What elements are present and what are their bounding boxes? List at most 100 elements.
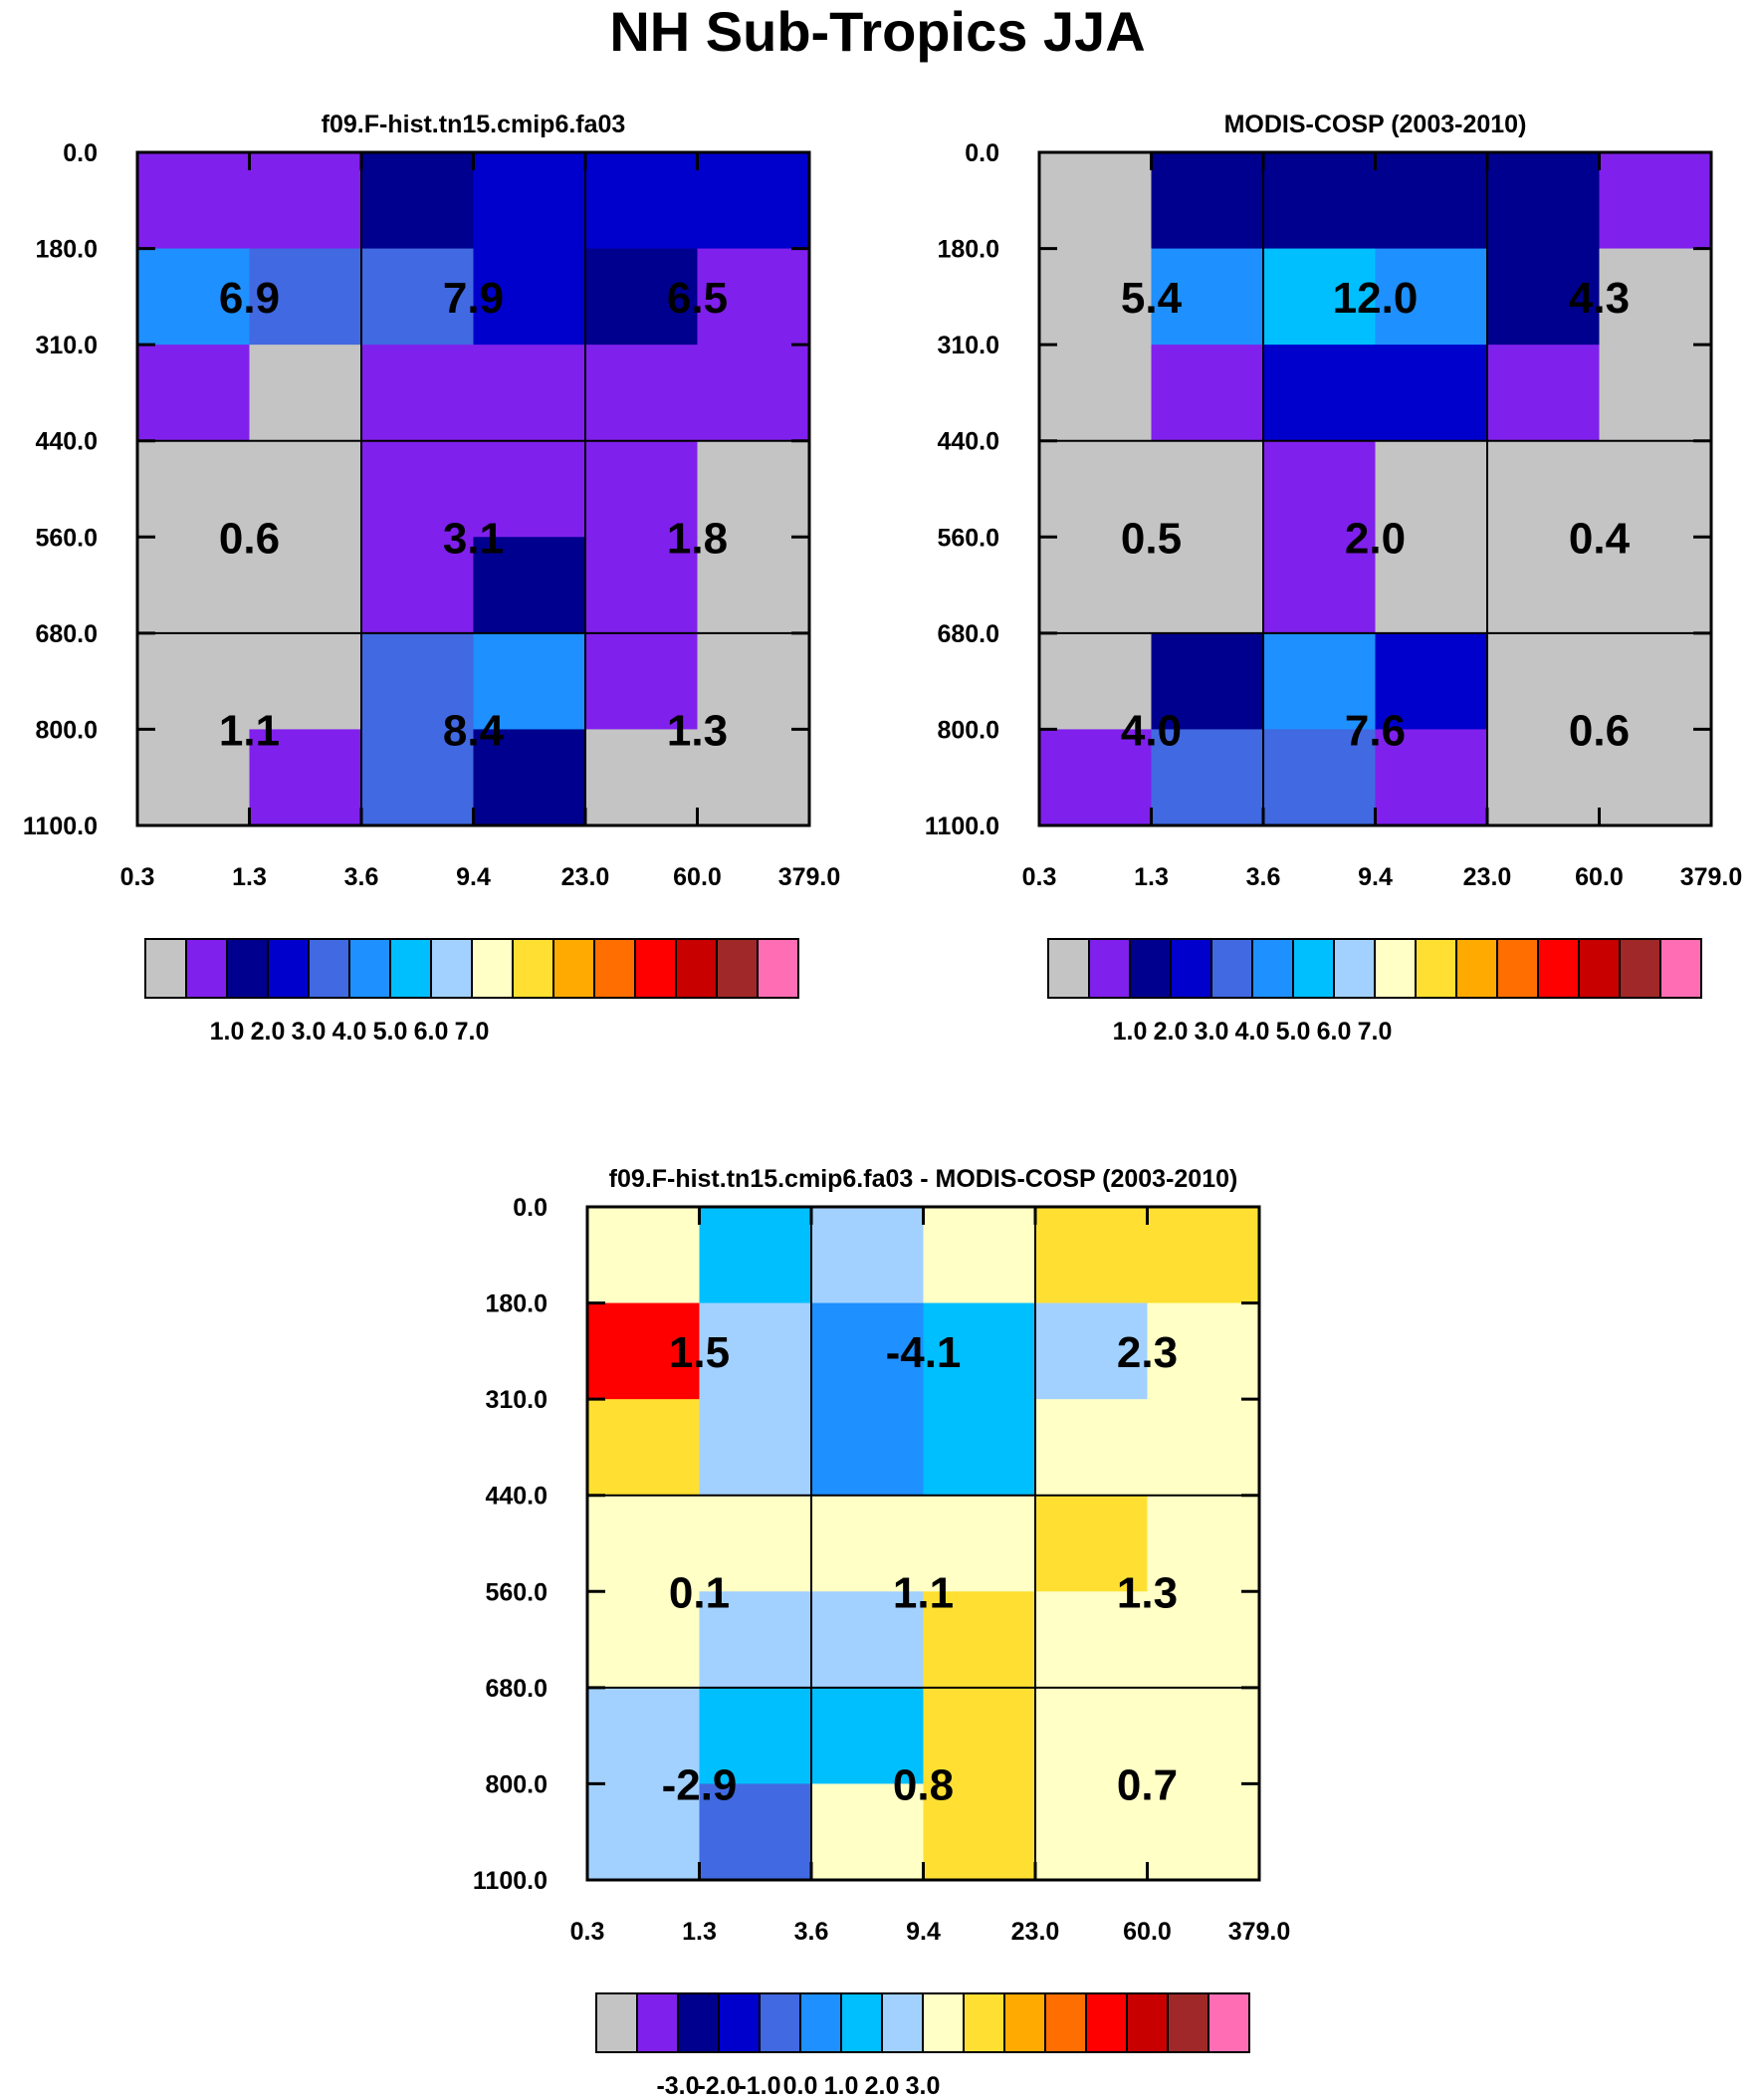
colorbar-label: 2.0	[865, 2072, 900, 2100]
block-value-label: 0.1	[669, 1568, 730, 1617]
block-value-label: 2.3	[1117, 1328, 1178, 1377]
colorbar-swatch	[348, 938, 391, 999]
heatmap-cell	[699, 1302, 812, 1400]
colorbar-label: -2.0	[697, 2072, 740, 2100]
colorbar-swatch	[593, 938, 636, 999]
colorbar-swatch	[1537, 938, 1580, 999]
heatmap-cell	[1263, 152, 1377, 250]
x-tick-label: 9.4	[1358, 863, 1393, 891]
x-tick-label: 0.3	[120, 863, 155, 891]
panel-2: MODIS-COSP (2003-2010) 0.3 1.3 3.6 9.4 23.0 60…	[925, 111, 1742, 1046]
heatmap-cell	[587, 1207, 701, 1304]
heatmap-cell	[1263, 248, 1377, 346]
y-tick-label: 680.0	[35, 620, 98, 648]
block-value-label: 1.8	[667, 514, 728, 563]
colorbar-swatch	[1044, 1992, 1087, 2053]
colorbar-swatch	[595, 1992, 638, 2053]
panel-title: f09.F-hist.tn15.cmip6.fa03 - MODIS-COSP …	[609, 1165, 1238, 1193]
colorbar-swatch	[1126, 1992, 1169, 2053]
y-tick-label: 680.0	[937, 620, 999, 648]
heatmap-cell	[1599, 345, 1712, 442]
block-value-label: -2.9	[662, 1760, 738, 1809]
heatmap-cell	[473, 632, 586, 731]
heatmap-cell	[1263, 729, 1377, 826]
colorbar-label: 7.0	[455, 1018, 490, 1046]
x-tick-label: 3.6	[344, 863, 379, 891]
colorbar-swatch	[718, 1992, 761, 2053]
heatmap-cell	[697, 152, 810, 250]
colorbar-swatch	[185, 938, 228, 999]
figure-title: NH Sub-Tropics JJA	[609, 0, 1146, 63]
heatmap-cell	[811, 1687, 925, 1785]
heatmap-cell	[473, 440, 586, 538]
heatmap-cell	[1147, 1302, 1260, 1400]
heatmap-cell	[249, 152, 362, 250]
heatmap-cell	[587, 1399, 701, 1497]
heatmap-cell	[1147, 1399, 1260, 1497]
heatmap-cell	[1263, 345, 1377, 442]
colorbar-label: 3.0	[1195, 1018, 1229, 1046]
heatmap-cell	[1487, 152, 1601, 250]
y-tick-label: 560.0	[937, 524, 999, 552]
block-value-label: 3.1	[443, 514, 504, 563]
heatmap-cell	[1151, 632, 1264, 731]
colorbar-label: 6.0	[1317, 1018, 1352, 1046]
colorbar-label: 7.0	[1358, 1018, 1393, 1046]
x-tick-label: 3.6	[794, 1918, 829, 1946]
heatmap-cell	[137, 248, 251, 346]
heatmap-cell	[1035, 1207, 1149, 1304]
colorbar-label: 1.0	[824, 2072, 859, 2100]
heatmap-cell	[587, 1495, 701, 1592]
heatmap-cell	[811, 1207, 925, 1304]
heatmap-cell	[249, 729, 362, 826]
block-value-label: 7.6	[1345, 706, 1406, 755]
heatmap-cell	[1487, 440, 1601, 538]
x-tick-label: 379.0	[1228, 1918, 1291, 1946]
block-value-label: 0.6	[1569, 706, 1630, 755]
heatmap-cell	[699, 1687, 812, 1785]
colorbar-swatch	[1292, 938, 1335, 999]
heatmap-cell	[1375, 729, 1488, 826]
heatmap-cell	[361, 537, 475, 634]
heatmap-cell	[1035, 1399, 1149, 1497]
y-tick-label: 680.0	[485, 1675, 548, 1703]
heatmap-cell	[1039, 440, 1153, 538]
heatmap-cell	[1039, 345, 1153, 442]
y-tick-label: 1100.0	[473, 1867, 548, 1895]
colorbar-swatch	[512, 938, 554, 999]
heatmap-cell	[1375, 537, 1488, 634]
colorbar-swatch	[757, 938, 799, 999]
heatmap-cell	[1039, 152, 1153, 250]
x-tick-label: 23.0	[1011, 1918, 1060, 1946]
heatmap-cell	[1039, 632, 1153, 731]
colorbar-label: -1.0	[738, 2072, 780, 2100]
colorbar-swatch	[675, 938, 718, 999]
colorbar-swatch	[1455, 938, 1498, 999]
colorbar-label: 3.0	[906, 2072, 941, 2100]
colorbar-label: 1.0	[1113, 1018, 1148, 1046]
colorbar-label: 5.0	[1276, 1018, 1311, 1046]
colorbar-label: 4.0	[1235, 1018, 1270, 1046]
heatmap-cell	[1599, 632, 1712, 731]
colorbar-swatch	[1088, 938, 1131, 999]
heatmap-cell	[699, 1207, 812, 1304]
heatmap-cell	[1375, 440, 1488, 538]
heatmap-cell	[1151, 729, 1264, 826]
colorbar-swatch	[799, 1992, 842, 2053]
heatmap-cell	[361, 152, 475, 250]
heatmap-cell	[361, 632, 475, 731]
heatmap-cell	[361, 729, 475, 826]
block-value-label: 6.5	[667, 274, 728, 323]
colorbar-swatch	[1085, 1992, 1128, 2053]
colorbar-swatch	[1496, 938, 1539, 999]
heatmap-cell	[585, 537, 699, 634]
block-value-label: 4.0	[1121, 706, 1182, 755]
colorbar-swatch	[471, 938, 514, 999]
colorbar-swatch	[308, 938, 350, 999]
y-tick-label: 440.0	[485, 1483, 548, 1511]
heatmap-cell	[473, 152, 586, 250]
heatmap-cell	[361, 248, 475, 346]
heatmap-cell	[1039, 729, 1153, 826]
x-tick-label: 0.3	[570, 1918, 605, 1946]
heatmap-cell	[585, 440, 699, 538]
